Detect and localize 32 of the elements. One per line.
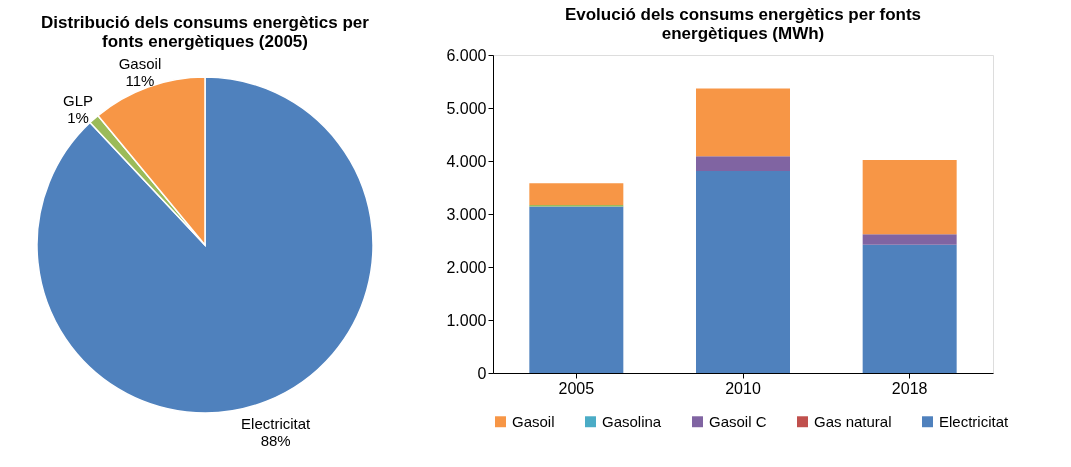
pie-slice — [36, 76, 374, 414]
data-label: 1% — [67, 108, 89, 126]
legend-label: Electricitat — [939, 412, 1010, 430]
chart-title: Distribució dels consums energètics per fonts energètiques (2005) — [41, 13, 370, 51]
chart-title: Evolució dels consums energètics per fonts energètiques (MWh) — [564, 5, 922, 43]
legend-label: Gasoil C — [709, 412, 767, 430]
bar — [862, 244, 957, 373]
y-tick-label: 2.000 — [446, 258, 487, 276]
data-label: 88% — [260, 431, 291, 449]
y-tick-label: 1.000 — [446, 311, 487, 329]
x-tick-label: 2005 — [558, 379, 595, 397]
legend-label: Gas natural — [814, 412, 892, 430]
data-label: 11% — [125, 72, 155, 90]
bar — [862, 234, 957, 245]
bar — [696, 156, 790, 172]
bar — [696, 88, 790, 157]
y-tick-label: 4.000 — [446, 152, 487, 170]
legend-label: Gasoil — [512, 412, 555, 430]
y-tick-label: 6.000 — [446, 46, 487, 64]
slice-label: GLP — [63, 91, 94, 109]
x-tick-label: 2010 — [725, 379, 761, 397]
bar — [862, 159, 957, 235]
legend-label: Gasolina — [602, 412, 662, 430]
y-tick-label: 3.000 — [446, 205, 487, 223]
bar — [696, 171, 790, 373]
slice-label: Gasoil — [118, 55, 162, 73]
y-tick-label: 0 — [477, 364, 487, 382]
bar — [529, 206, 624, 373]
slice-label: Electricitat — [241, 414, 312, 432]
y-tick-label: 5.000 — [446, 99, 487, 117]
bar — [529, 183, 624, 205]
x-tick-label: 2018 — [891, 379, 928, 397]
